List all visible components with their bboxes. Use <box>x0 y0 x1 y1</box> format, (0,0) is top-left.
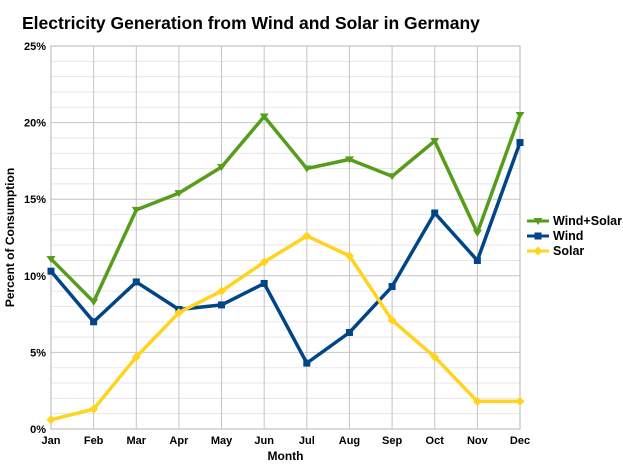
data-point-marker <box>217 164 227 172</box>
legend: Wind+Solar Wind Solar <box>527 214 622 258</box>
series-lines <box>46 111 525 425</box>
data-point-marker <box>344 156 354 164</box>
series-solar <box>46 231 525 425</box>
x-axis-title: Month <box>268 449 304 463</box>
data-point-marker <box>515 111 525 119</box>
x-tick-label: Oct <box>426 435 445 447</box>
vertical-gridlines <box>93 46 478 429</box>
x-tick-label: Mar <box>126 435 146 447</box>
x-tick-label: Aug <box>339 435 360 447</box>
data-point-marker <box>260 279 268 287</box>
data-point-marker <box>431 209 439 217</box>
data-point-marker <box>89 298 99 306</box>
data-point-marker <box>516 139 524 147</box>
minor-gridlines <box>51 60 520 415</box>
legend-label-solar: Solar <box>553 244 584 258</box>
x-tick-label: Nov <box>467 435 489 447</box>
wind-plus-solar-legend-symbol <box>527 218 549 225</box>
x-tick-label: Dec <box>510 435 530 447</box>
data-point-marker <box>430 137 440 145</box>
x-tick-label: May <box>211 435 233 447</box>
solar-legend-symbol <box>527 246 549 256</box>
data-point-marker <box>90 318 98 326</box>
legend-label-wind-plus-solar: Wind+Solar <box>553 214 622 228</box>
data-point-marker <box>46 415 56 425</box>
data-point-marker <box>131 352 141 362</box>
y-tick-label: 15% <box>24 194 46 206</box>
legend-marker <box>533 246 543 256</box>
data-point-marker <box>387 173 397 181</box>
y-axis-title: Percent of Consumption <box>3 168 17 307</box>
plot-border <box>50 45 521 430</box>
wind-legend-symbol <box>527 232 549 240</box>
data-point-marker <box>259 257 269 267</box>
data-point-marker <box>217 286 227 296</box>
data-point-marker <box>303 359 311 367</box>
y-axis-tick-labels: 0% 5% 10% 15% 20% 25% <box>24 41 46 436</box>
legend-item-wind-plus-solar: Wind+Solar <box>527 214 622 228</box>
data-point-marker <box>388 283 396 291</box>
data-point-marker <box>430 352 440 362</box>
data-point-marker <box>132 278 140 286</box>
data-point-marker <box>345 328 353 336</box>
data-point-marker <box>302 231 312 241</box>
legend-label-wind: Wind <box>553 229 583 243</box>
series-line <box>49 113 522 304</box>
data-point-marker <box>387 315 397 325</box>
x-tick-label: Jun <box>254 435 274 447</box>
data-point-marker <box>473 256 481 264</box>
y-tick-label: 5% <box>30 347 46 359</box>
y-tick-label: 0% <box>30 424 46 436</box>
x-axis-tick-labels: Jan Feb Mar Apr May Jun Jul Aug Sep Oct Nov Dec <box>42 435 531 447</box>
series-line <box>49 140 522 365</box>
data-point-marker <box>472 396 482 406</box>
data-point-marker <box>89 404 99 414</box>
legend-marker <box>534 232 542 240</box>
legend-item-solar: Solar <box>527 244 584 258</box>
x-tick-label: Apr <box>169 435 189 447</box>
data-point-marker <box>174 190 184 198</box>
series-wind <box>47 139 524 367</box>
data-point-marker <box>344 251 354 261</box>
y-tick-label: 25% <box>24 41 46 53</box>
x-tick-label: Jan <box>42 435 61 447</box>
data-point-marker <box>472 229 482 237</box>
data-point-marker <box>131 206 141 214</box>
data-point-marker <box>218 301 226 309</box>
data-point-marker <box>259 113 269 121</box>
y-tick-label: 20% <box>24 118 46 130</box>
x-tick-label: Jul <box>299 435 315 447</box>
legend-item-wind: Wind <box>527 229 583 243</box>
series-wind-solar <box>46 111 525 306</box>
x-tick-label: Feb <box>84 435 104 447</box>
series-line <box>49 234 522 422</box>
data-point-marker <box>515 396 525 406</box>
y-tick-label: 10% <box>24 271 46 283</box>
legend-marker <box>533 218 543 225</box>
data-point-marker <box>174 308 184 318</box>
chart-title: Electricity Generation from Wind and Sol… <box>22 13 480 33</box>
x-tick-label: Sep <box>382 435 402 447</box>
data-point-marker <box>302 165 312 173</box>
data-point-marker <box>46 255 56 263</box>
data-point-marker <box>47 267 55 275</box>
